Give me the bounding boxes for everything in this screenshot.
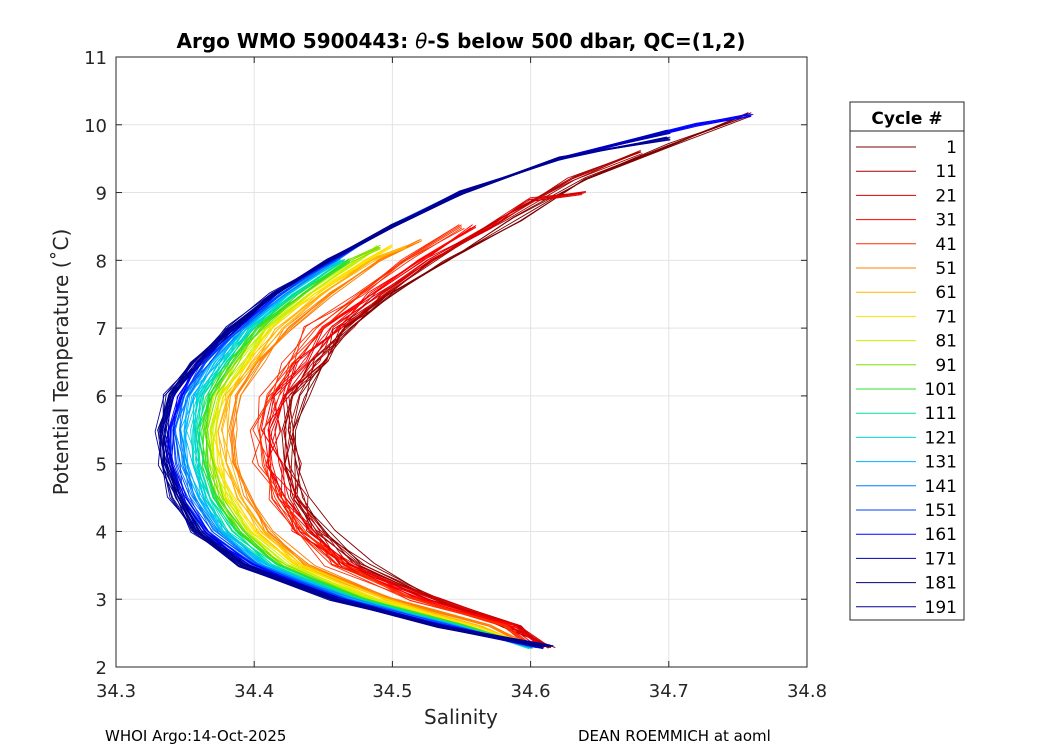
legend-box [849, 101, 965, 621]
legend-label: 31 [935, 211, 957, 231]
legend-label: 151 [925, 501, 957, 521]
series-line-101 [201, 260, 533, 647]
legend-label: 101 [925, 380, 957, 400]
legend-label: 181 [925, 574, 957, 594]
legend-entry-101: 101 [856, 380, 957, 400]
legend-label: 141 [925, 477, 957, 497]
x-tick-label: 34.3 [96, 681, 136, 702]
legend-label: 81 [935, 332, 957, 352]
y-tick-label: 7 [96, 319, 107, 340]
y-tick-labels: 2 3 4 5 6 7 8 9 10 11 [84, 48, 107, 679]
x-tick-label: 34.4 [234, 681, 274, 702]
legend-entry-51: 51 [856, 259, 957, 279]
legend-label: 121 [925, 428, 957, 448]
legend-label: 71 [935, 307, 957, 327]
legend-title: Cycle # [871, 109, 942, 129]
series-line-11 [282, 149, 641, 649]
x-tick-label: 34.8 [787, 681, 827, 702]
series-line-61 [217, 247, 533, 649]
legend-label: 1 [946, 138, 957, 158]
legend-label: 131 [925, 453, 957, 473]
legend-label: 91 [935, 356, 957, 376]
legend-label: 161 [925, 525, 957, 545]
legend-entry-41: 41 [856, 235, 957, 255]
series-line-131 [183, 261, 532, 648]
y-tick-label: 3 [96, 590, 107, 611]
legend-entry-161: 161 [856, 525, 957, 545]
legend-label: 191 [925, 598, 957, 618]
legend-entry-111: 111 [856, 404, 957, 424]
legend-label: 51 [935, 259, 957, 279]
legend-entry-31: 31 [856, 211, 957, 231]
legend-entry-181: 181 [856, 574, 957, 594]
legend-entry-131: 131 [856, 453, 957, 473]
series-line-1 [281, 112, 752, 648]
legend-label: 61 [935, 283, 957, 303]
series-line-1 [284, 115, 751, 649]
legend-label: 111 [925, 404, 957, 424]
legend-label: 11 [935, 162, 957, 182]
y-tick-label: 4 [96, 522, 107, 543]
y-tick-label: 11 [84, 48, 107, 69]
legend-label: 171 [925, 549, 957, 569]
series-line-31 [269, 224, 540, 649]
x-tick-label: 34.5 [372, 681, 412, 702]
series-31 [260, 224, 542, 649]
series-line-191 [160, 139, 671, 647]
footer-source: WHOI Argo:14-Oct-2025 [105, 727, 286, 745]
plot-frame [115, 56, 808, 668]
legend-label: 21 [935, 186, 957, 206]
series-line-51 [232, 240, 533, 646]
series-line-151 [170, 131, 670, 649]
legend-entries: 1112131415161718191101111121131141151161… [856, 138, 957, 618]
y-tick-label: 8 [96, 251, 107, 272]
legend-entry-21: 21 [856, 186, 957, 206]
legend-entry-61: 61 [856, 283, 957, 303]
plot-area [116, 57, 807, 667]
y-tick-label: 2 [96, 658, 107, 679]
series-line-81 [209, 246, 531, 648]
series-line-81 [212, 244, 530, 648]
legend-entry-1: 1 [856, 138, 957, 158]
x-tick-label: 34.6 [511, 681, 551, 702]
legend-entry-141: 141 [856, 477, 957, 497]
legend-entry-91: 91 [856, 356, 957, 376]
series-line-41 [251, 224, 531, 649]
x-tick-labels: 34.3 34.4 34.5 34.6 34.7 34.8 [96, 681, 827, 702]
legend-entry-191: 191 [856, 598, 957, 618]
legend-entry-11: 11 [856, 162, 957, 182]
series-layer [154, 112, 754, 650]
ticks [115, 56, 808, 668]
x-tick-label: 34.7 [649, 681, 689, 702]
legend-entry-151: 151 [856, 501, 957, 521]
legend: Cycle # 11121314151617181911011111211311… [849, 101, 965, 621]
footer-credit: DEAN ROEMMICH at aoml [578, 727, 771, 745]
y-tick-label: 10 [84, 116, 107, 137]
y-tick-label: 5 [96, 455, 107, 476]
series-line-141 [179, 191, 533, 649]
y-tick-label: 9 [96, 184, 107, 205]
x-axis-label: Salinity [424, 705, 498, 729]
y-axis-label: Potential Temperature (˚C) [49, 229, 73, 496]
series-line-191 [161, 136, 667, 646]
legend-entry-81: 81 [856, 332, 957, 352]
chart-title: Argo WMO 5900443: θ-S below 500 dbar, QC… [177, 29, 746, 53]
series-41 [249, 224, 535, 649]
legend-entry-171: 171 [856, 549, 957, 569]
series-line-41 [252, 224, 531, 648]
series-191 [154, 136, 671, 648]
legend-label: 41 [935, 235, 957, 255]
legend-entry-121: 121 [856, 428, 957, 448]
y-tick-label: 6 [96, 387, 107, 408]
series-line-21 [267, 194, 583, 647]
series-line-71 [214, 244, 533, 650]
series-line-31 [265, 225, 542, 647]
legend-entry-71: 71 [856, 307, 957, 327]
